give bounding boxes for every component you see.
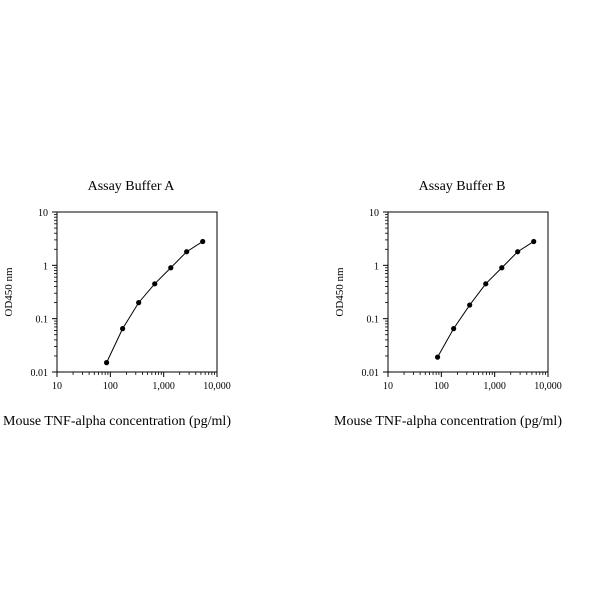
chart-title: Assay Buffer A [88,179,176,194]
y-axis-label: OD450 nm [3,267,15,317]
x-tick-label: 10 [383,381,393,392]
series-line [437,241,534,358]
data-point [120,326,126,332]
chart-b: Assay Buffer B 10 100 1,000 10,000 0.01 0.1 1 10… [334,179,562,429]
x-axis-label: Mouse TNF-alpha concentration (pg/ml) [3,414,231,429]
data-point [168,265,174,271]
chart-a: Assay Buffer A 10 100 1,000 10,000 0.01 0.1 1 10… [3,179,231,429]
data-point [499,265,505,271]
data-point [531,238,537,245]
data-point [467,302,473,308]
y-tick-label: 10 [38,208,48,219]
data-point [103,360,110,366]
x-axis-label: Mouse TNF-alpha concentration (pg/ml) [334,414,562,429]
x-tick-label: 1,000 [152,381,175,392]
x-tick-label: 100 [103,381,118,392]
data-point [483,281,489,287]
y-tick-label: 10 [369,208,379,219]
x-tick-label: 10,000 [203,381,231,392]
plot-frame [56,211,218,373]
y-tick-label: 0.01 [362,368,380,379]
plot-frame [387,211,549,373]
series-line [106,241,203,363]
x-tick-label: 10,000 [534,381,562,392]
data-point [136,300,142,306]
y-tick-label: 1 [43,261,48,272]
data-point [434,354,441,360]
chart-title: Assay Buffer B [419,179,506,194]
data-point [451,326,457,332]
y-tick-label: 0.01 [31,368,49,379]
x-tick-label: 100 [434,381,449,392]
data-point [152,281,158,287]
y-axis-label: OD450 nm [334,267,346,317]
x-tick-label: 10 [52,381,62,392]
data-point [515,249,521,255]
y-tick-label: 1 [374,261,379,272]
y-tick-label: 0.1 [367,315,380,326]
x-tick-label: 1,000 [483,381,506,392]
y-tick-label: 0.1 [36,315,49,326]
data-point [184,249,190,255]
data-point [200,238,206,245]
